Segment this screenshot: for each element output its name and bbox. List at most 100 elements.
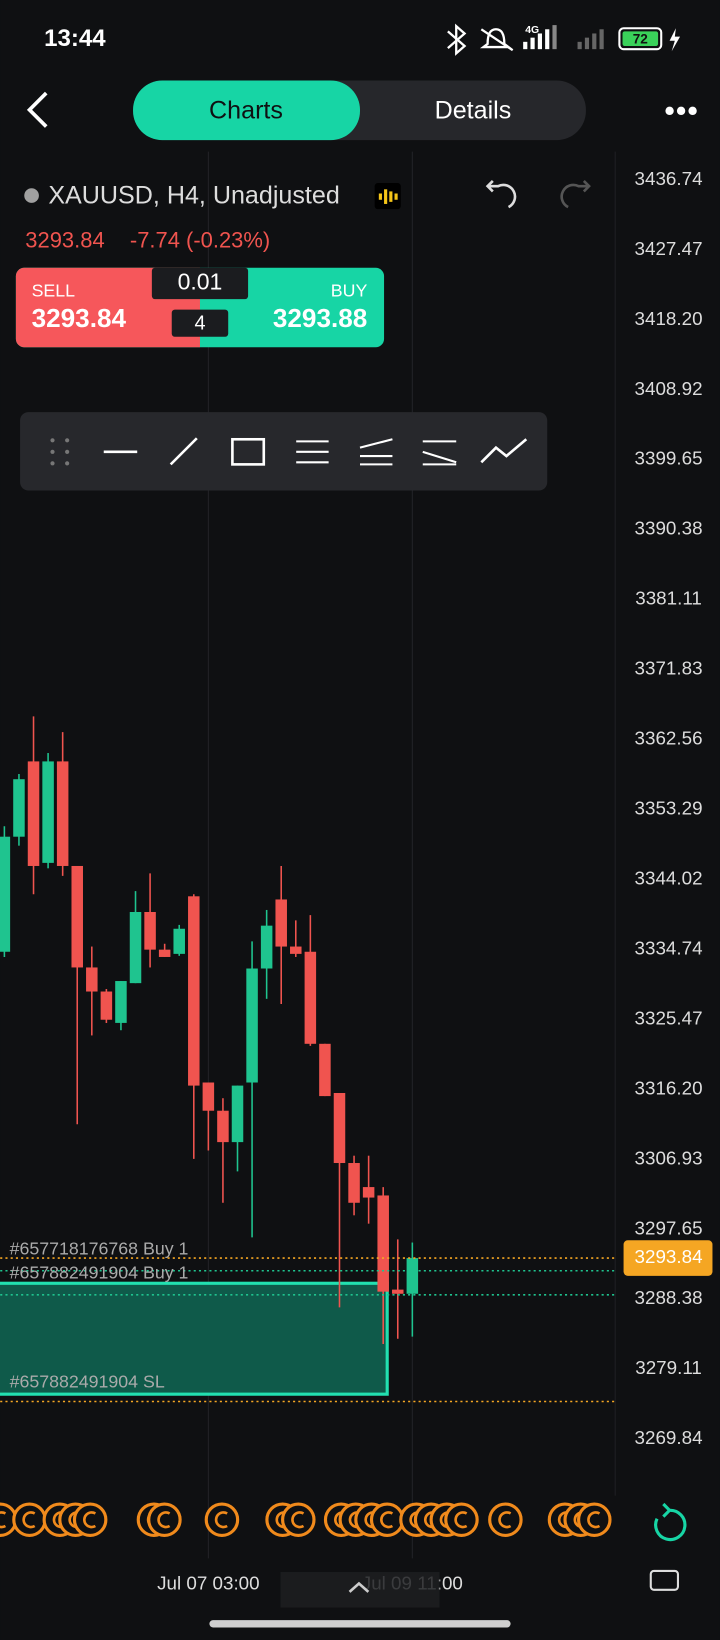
candle-body <box>144 911 156 950</box>
status-network: 4G <box>525 25 539 36</box>
symbol-dot <box>24 188 39 203</box>
candle-body <box>290 946 302 954</box>
candle-body <box>158 949 171 957</box>
candle-body <box>173 928 185 954</box>
event-icon <box>369 1502 405 1537</box>
symbol-title: XAUUSD, H4, Unadjusted <box>48 181 340 209</box>
event-icon <box>444 1502 479 1537</box>
stop-loss-zone <box>0 1281 389 1396</box>
event-icon <box>577 1502 612 1537</box>
collapse-chevron[interactable] <box>348 1581 370 1593</box>
candle-body <box>86 967 98 992</box>
y-tick-label: 3269.84 <box>635 1427 703 1448</box>
quote-price: 3293.84 <box>25 227 104 252</box>
candle-body <box>260 925 273 969</box>
y-tick-label: 3390.38 <box>635 518 703 539</box>
y-tick-label: 3371.83 <box>635 658 703 679</box>
volume-box[interactable] <box>151 267 249 300</box>
candle-body <box>13 779 25 837</box>
event-icon <box>488 1502 523 1537</box>
y-tick-label: 3399.65 <box>635 448 703 469</box>
reset-button[interactable] <box>654 1502 687 1542</box>
candle-body <box>71 865 83 968</box>
candle-body <box>333 1092 346 1164</box>
candle-body <box>246 968 258 1083</box>
event-icon-glyph <box>214 1511 228 1529</box>
count-box <box>171 309 229 337</box>
tab-charts[interactable]: Charts <box>209 97 283 125</box>
price-badge-text: 3293.84 <box>635 1246 703 1267</box>
y-tick-label: 3436.74 <box>635 168 703 189</box>
count: 4 <box>194 312 205 334</box>
signal-bars <box>523 25 604 50</box>
event-markers <box>0 1502 612 1537</box>
event-icon-glyph <box>587 1511 601 1529</box>
y-tick-label: 3334.74 <box>635 937 703 958</box>
candle-body <box>377 1195 389 1292</box>
status-icons <box>447 23 514 56</box>
candle-body <box>202 1082 215 1111</box>
sell-price: 3293.84 <box>32 303 127 333</box>
candle-body <box>275 899 287 947</box>
y-tick-label: 3288.38 <box>635 1287 703 1308</box>
battery <box>618 27 663 51</box>
event-icon <box>72 1502 108 1537</box>
y-tick-label: 3325.47 <box>635 1007 703 1028</box>
event-icon-glyph <box>454 1511 468 1529</box>
event-icon <box>147 1502 182 1537</box>
event-icon-glyph <box>157 1511 171 1529</box>
candle-body <box>348 1163 360 1203</box>
stop-loss-label: #657882491904 SL <box>10 1371 165 1391</box>
candle-body <box>217 1110 229 1143</box>
order-label: #657718176768 Buy 1 <box>10 1239 189 1259</box>
layout-button[interactable] <box>649 1569 680 1591</box>
status-time: 13:44 <box>44 25 106 52</box>
y-tick-label: 3279.11 <box>635 1357 702 1378</box>
candle-body <box>231 1085 244 1143</box>
y-tick-label: 3316.20 <box>635 1077 703 1098</box>
battery-text: 72 <box>633 31 649 46</box>
quote-change: -7.74 (-0.23%) <box>130 227 270 252</box>
tab-details[interactable]: Details <box>435 97 512 125</box>
signal-icon-bars <box>378 189 398 204</box>
more-button[interactable] <box>665 106 697 116</box>
buy-label: BUY <box>331 281 368 301</box>
tab-active[interactable] <box>133 80 360 141</box>
signal-icon[interactable] <box>374 183 401 210</box>
event-icon <box>204 1502 240 1537</box>
event-icon-glyph <box>0 1511 7 1529</box>
drawing-toolbar <box>20 412 548 491</box>
back-button[interactable] <box>26 91 48 128</box>
y-tick-label: 3408.92 <box>635 378 703 399</box>
candle-body <box>115 981 127 1023</box>
sell-label: SELL <box>32 281 76 301</box>
y-tick-label: 3353.29 <box>635 798 703 819</box>
candle-body <box>56 761 69 866</box>
y-tick-label: 3362.56 <box>635 728 703 749</box>
candle-body <box>362 1187 375 1198</box>
toolbar-icons[interactable] <box>103 437 528 466</box>
charging-icon <box>669 28 681 52</box>
candle-body <box>406 1258 419 1294</box>
event-icon-glyph <box>498 1511 512 1529</box>
candle-body <box>392 1289 404 1294</box>
event-icon-glyph <box>22 1511 36 1529</box>
y-tick-label: 3344.02 <box>635 867 703 888</box>
candle-body <box>0 836 11 952</box>
candle-body <box>304 951 317 1044</box>
y-tick-label: 3381.11 <box>635 588 702 609</box>
event-icon <box>281 1502 316 1537</box>
collapse-handle[interactable] <box>280 1572 440 1608</box>
y-tick-label: 3418.20 <box>635 308 703 329</box>
volume[interactable]: 0.01 <box>178 269 223 295</box>
x-tick-label: Jul 07 03:00 <box>157 1573 260 1594</box>
redo-button[interactable] <box>560 180 591 209</box>
event-icon-glyph <box>82 1511 97 1529</box>
undo-button[interactable] <box>485 180 517 209</box>
candle-body <box>319 1043 331 1097</box>
event-icon <box>12 1502 47 1537</box>
candle-body <box>188 896 200 1086</box>
home-indicator <box>209 1620 511 1628</box>
